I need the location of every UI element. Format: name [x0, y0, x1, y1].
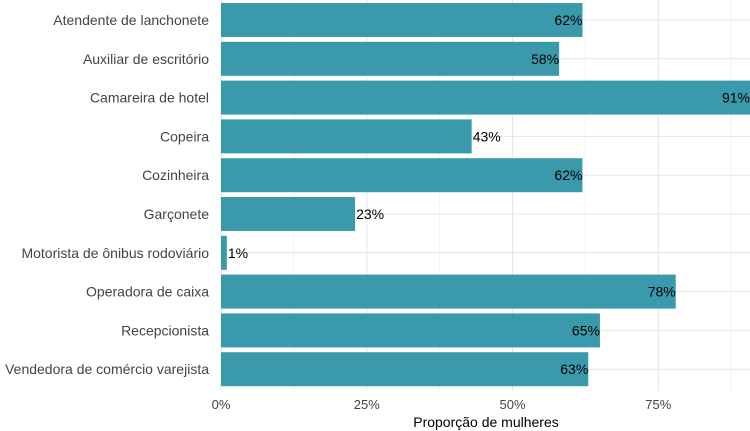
data-labels: 62% 58% 91% 43% 62% 23% 1% 78% 65% 63%: [228, 12, 750, 377]
x-tick-label-1: 25%: [354, 397, 380, 412]
category-labels: Atendente de lanchonete Auxiliar de escri…: [5, 12, 209, 377]
bar-9: [221, 352, 589, 387]
bar-2: [221, 80, 750, 115]
bar-1: [221, 41, 560, 76]
data-label-5: 23%: [356, 206, 384, 222]
bar-6: [221, 235, 227, 270]
bar-8: [221, 313, 600, 348]
x-tick-label-0: 0%: [212, 397, 231, 412]
x-tick-label-3: 75%: [645, 397, 671, 412]
bars-group: [221, 3, 750, 387]
data-label-3: 43%: [473, 128, 501, 144]
bar-0: [221, 3, 583, 37]
data-label-1: 58%: [531, 51, 559, 67]
x-tick-label-2: 50%: [499, 397, 525, 412]
data-label-6: 1%: [228, 245, 248, 261]
bar-4: [221, 158, 583, 193]
category-label-4: Cozinheira: [142, 167, 209, 183]
category-label-6: Motorista de ônibus rodoviário: [21, 245, 209, 261]
category-label-2: Camareira de hotel: [90, 90, 209, 106]
category-label-1: Auxiliar de escritório: [83, 51, 209, 67]
data-label-0: 62%: [554, 12, 582, 28]
bar-3: [221, 119, 472, 154]
category-label-8: Recepcionista: [121, 322, 209, 338]
bar-5: [221, 197, 356, 231]
data-label-8: 65%: [572, 322, 600, 338]
data-label-2: 91%: [722, 90, 750, 106]
x-tick-labels: 0% 25% 50% 75%: [212, 397, 672, 412]
category-label-0: Atendente de lanchonete: [53, 12, 209, 28]
bar-7: [221, 274, 676, 309]
data-label-4: 62%: [554, 167, 582, 183]
x-axis-title: Proporção de mulheres: [413, 414, 559, 430]
data-label-9: 63%: [560, 361, 588, 377]
category-label-3: Copeira: [160, 128, 209, 144]
category-label-7: Operadora de caixa: [86, 284, 209, 300]
category-label-9: Vendedora de comércio varejista: [5, 361, 209, 377]
category-label-5: Garçonete: [144, 206, 210, 222]
data-label-7: 78%: [648, 284, 676, 300]
